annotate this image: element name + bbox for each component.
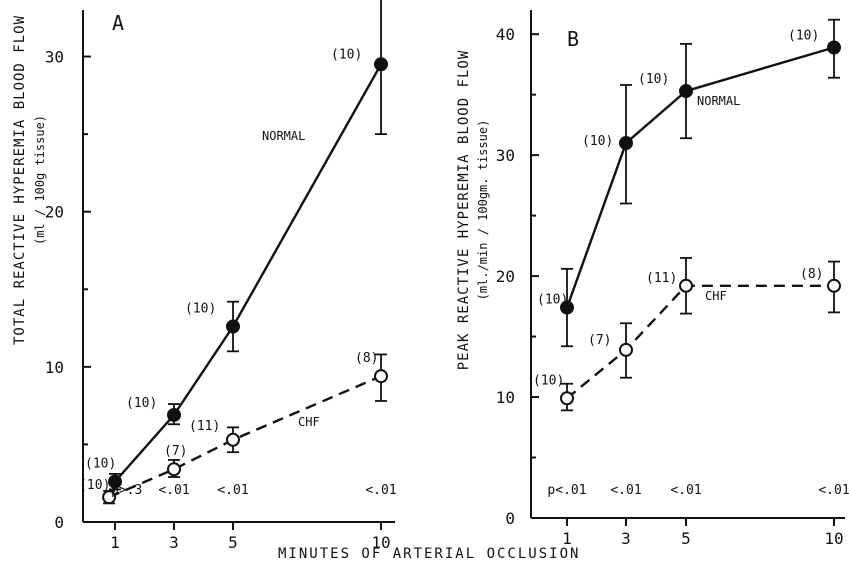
panel-b-x-tick-label: 5 (681, 529, 691, 548)
panel-b-normal-series-line (565, 46, 835, 308)
panel-b-chf-data-point (619, 342, 633, 357)
panel-a-normal-n-label: (10) (331, 47, 362, 62)
panel-b: B PEAK REACTIVE HYPEREMIA BLOOD FLOW (ml… (456, 10, 849, 548)
panel-a-x-tick-label: 3 (169, 533, 179, 552)
panel-a-normal-data-point (226, 319, 240, 334)
panel-b-chf-data-point (827, 278, 841, 293)
panel-b-y-tick-label: 20 (496, 267, 515, 286)
panel-b-chf-series-line (566, 284, 834, 400)
panel-a-y-tick-label: 0 (54, 513, 64, 532)
panel-b-x-ticks: 1 3 5 10 (562, 518, 844, 548)
panel-a-normal-data-point (167, 407, 181, 422)
panel-b-chf-n-label: (8) (800, 267, 823, 282)
panel-a-normal-data-point (108, 474, 122, 489)
panel-a-chf-data-point (167, 462, 181, 477)
panel-a-chf-n-label: (10) (79, 478, 110, 493)
panel-b-chf-n-label: (7) (588, 333, 611, 348)
panel-b-p-value: p<.01 (547, 483, 586, 498)
panel-a-x-tick-label: 5 (228, 533, 238, 552)
panel-a-p-value: <.01 (217, 483, 248, 498)
panel-b-normal-n-label: (10) (582, 134, 613, 149)
panel-b-p-value: <.01 (610, 483, 641, 498)
panel-b-y-axis-title: PEAK REACTIVE HYPEREMIA BLOOD FLOW (456, 50, 472, 371)
panel-b-chf-data-point (679, 278, 693, 293)
panel-a-normal-series-label: NORMAL (262, 129, 305, 143)
panel-b-normal-data-point (679, 84, 693, 99)
panel-b-y-tick-label: 40 (496, 25, 515, 44)
panel-a-normal-data-point (374, 57, 388, 72)
panel-b-p-values: p<.01 <.01 <.01 <.01 (547, 483, 849, 498)
panel-b-normal-n-label: (10) (788, 28, 819, 43)
panel-a-axes (82, 10, 395, 523)
panel-b-normal-data-point (560, 300, 574, 315)
panel-b-normal-n-label: (10) (537, 293, 568, 308)
panel-a-x-tick-label: 10 (371, 533, 390, 552)
x-axis-title: MINUTES OF ARTERIAL OCCLUSION (278, 546, 580, 562)
panel-b-letter: B (567, 27, 579, 51)
panel-a-y-tick-label: 30 (45, 48, 64, 67)
panel-b-normal-data-point (619, 136, 633, 151)
panel-a: A TOTAL REACTIVE HYPEREMIA BLOOD FLOW (m… (12, 0, 397, 552)
panel-a-p-value: <.01 (158, 483, 189, 498)
panel-b-x-tick-label: 1 (562, 529, 572, 548)
panel-b-y-tick-label: 30 (496, 146, 515, 165)
panel-b-y-axis-unit: (ml./min / 100gm. tissue) (476, 120, 490, 301)
panel-a-chf-data-point (102, 490, 117, 505)
panel-b-chf-n-label: (11) (646, 271, 677, 286)
panel-a-normal-series-line (114, 63, 383, 483)
panel-a-series: (10) (10) (10) (10) (10) (7)(11) (8) (79, 0, 388, 505)
panel-b-chf-data-point (560, 391, 574, 406)
panel-a-p-values: p>.3 <.01 <.01 <.01 (111, 483, 397, 498)
panel-a-p-value: p>.3 (111, 483, 142, 498)
panel-b-p-value: <.01 (670, 483, 701, 498)
panel-b-x-tick-label: 3 (621, 529, 631, 548)
panel-a-normal-n-label: (10) (185, 302, 216, 317)
panel-a-chf-data-point (226, 432, 240, 447)
panel-a-p-value: <.01 (365, 483, 396, 498)
panel-a-y-axis-unit: (ml / 100g tissue) (33, 115, 47, 245)
panel-b-series: (10) (10) (10) (10) (10) (7) (11) (8) (533, 18, 841, 412)
panel-b-normal-data-point (827, 40, 841, 55)
panel-a-x-ticks: 1 3 5 10 (110, 522, 391, 552)
panel-b-chf-n-label: (10) (533, 373, 564, 388)
panel-b-y-tick-label: 10 (496, 388, 515, 407)
panel-b-p-value: <.01 (818, 483, 849, 498)
panel-a-y-axis-title: TOTAL REACTIVE HYPEREMIA BLOOD FLOW (12, 15, 28, 345)
panel-a-letter: A (112, 11, 124, 35)
panel-a-chf-n-label: (8) (355, 351, 378, 366)
panel-b-chf-series-label: CHF (705, 289, 727, 303)
panel-b-y-tick-label: 0 (505, 509, 515, 528)
panel-a-y-tick-label: 10 (45, 358, 64, 377)
panel-a-chf-data-point (374, 369, 388, 384)
panel-a-chf-series-label: CHF (298, 415, 320, 429)
panel-a-y-ticks: 0 10 20 30 (45, 48, 91, 532)
panel-a-normal-n-label: (10) (126, 396, 157, 411)
panel-a-chf-n-label: (11) (189, 419, 220, 434)
panel-b-normal-series-label: NORMAL (697, 94, 740, 108)
panel-a-chf-series-line (108, 375, 382, 499)
panel-b-y-ticks: 0 10 20 30 40 (496, 25, 539, 528)
panel-a-y-tick-label: 20 (45, 203, 64, 222)
panel-b-normal-n-label: (10) (638, 72, 669, 87)
panel-a-x-tick-label: 1 (110, 533, 120, 552)
panel-a-normal-n-label: (10) (85, 457, 116, 472)
panel-a-chf-n-label: (7) (164, 444, 187, 459)
panel-b-x-tick-label: 10 (824, 529, 843, 548)
